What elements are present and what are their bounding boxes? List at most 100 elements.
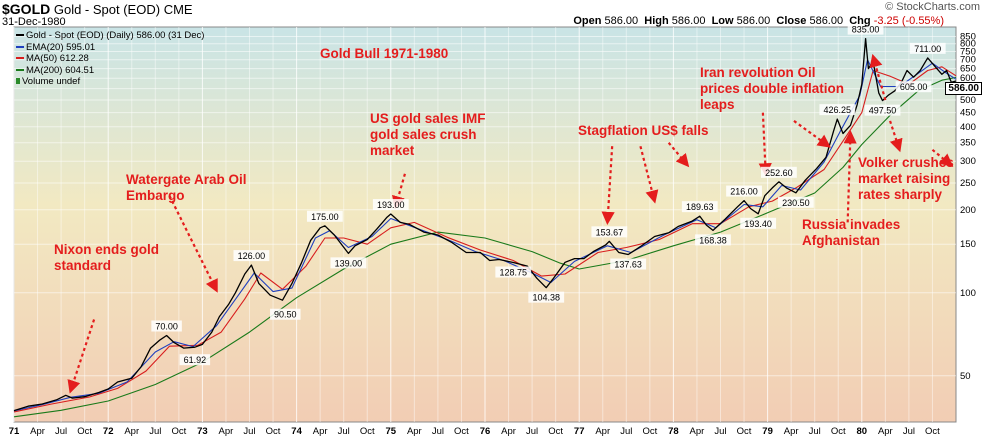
x-tick-label: Apr [407,426,422,437]
x-axis: 71 Apr Jul Oct 72 Apr Jul Oct 73 Apr Jul Oct 74 Apr Ju… [9,426,940,437]
annotation-arrow [931,148,954,167]
y-tick-label: 150 [960,239,976,250]
y-tick-label: 100 [960,288,976,299]
data-label: 137.63 [614,260,642,270]
x-tick-label: Apr [30,426,45,437]
chart-title: $GOLD Gold - Spot (EOD) CME [2,1,193,17]
data-label: 835.00 [852,25,880,35]
x-tick-label: 73 [197,426,208,437]
data-label: 193.00 [377,200,405,210]
data-label-bg [495,266,532,278]
annotation-arrow [667,142,690,168]
x-tick-label: Apr [878,426,893,437]
data-label-bg [847,23,884,35]
data-label: 90.50 [274,310,297,320]
data-label: 128.75 [499,268,527,278]
y-tick-label: 400 [960,122,976,133]
y-tick-label: 350 [960,138,976,149]
annotation-nixon: Nixon ends gold standard [54,242,160,273]
annotation-watergate: Watergate Arab Oil Embargo [126,172,247,203]
data-label: 605.00 [900,82,928,92]
annotation-arrow [889,120,903,153]
x-tick-label: Oct [831,426,846,437]
exchange: CME [163,2,193,17]
data-label: 711.00 [914,44,941,54]
data-label: 252.60 [765,168,793,178]
x-tick-label: 74 [291,426,302,437]
x-tick-label: Jul [714,426,726,437]
x-tick-label: Oct [925,426,940,437]
x-tick-label: Jul [243,426,255,437]
legend-item-price: Gold - Spot (EOD) (Daily) 586.00 (31 Dec… [16,30,204,42]
y-tick-label: 700 [960,55,976,66]
data-label-bg [306,210,343,222]
annotation-arrow [601,146,615,226]
x-tick-label: Jul [526,426,538,437]
data-label: 175.00 [311,212,339,222]
x-tick-label: Jul [338,426,350,437]
x-tick-label: Oct [642,426,657,437]
data-label-bg [819,104,856,116]
y-tick-label: 600 [960,73,976,84]
x-tick-label: Jul [55,426,67,437]
data-label-bg [681,201,718,213]
y-tick-label: 850 [960,31,976,42]
data-label: 168.38 [699,235,727,245]
annotation-arrow [869,53,887,101]
y-tick-label: 450 [960,108,976,119]
annotation-arrow [67,319,96,394]
x-tick-label: Jul [620,426,632,437]
ohlc-readout: Open 586.00 High 586.00 Low 586.00 Close… [573,15,944,27]
symbol: $GOLD [2,1,51,17]
data-label-bg [761,166,797,178]
data-label-bg [330,257,367,269]
data-label: 230.50 [782,198,810,208]
y-tick-label: 300 [960,156,976,167]
source-credit: © StockCharts.com [885,1,980,13]
legend-item-volume: Volume undef [16,76,204,88]
data-label-bg [909,42,946,54]
x-tick-label: 80 [857,426,868,437]
legend-item-ma50: MA(50) 612.28 [16,53,204,65]
annotation-gold-bull: Gold Bull 1971-1980 [320,46,449,61]
data-labels: 70.00 61.92 126.00 90.50 175.00 139.00 193.00 1… [151,23,946,366]
x-tick-label: 78 [668,426,679,437]
data-label-bg [151,320,182,332]
data-label-bg [777,196,814,208]
x-tick-label: 79 [762,426,773,437]
data-label: 126.00 [238,251,266,261]
data-label: 497.50 [869,106,897,116]
y-tick-label: 500 [960,95,976,106]
data-label: 104.38 [532,293,560,303]
x-tick-label: Jul [809,426,821,437]
data-label: 216.00 [730,187,758,197]
data-label: 189.63 [686,202,714,212]
y-tick-label: 800 [960,39,976,50]
data-label-bg [591,226,628,238]
annotation-arrows [67,53,954,394]
data-label-bg [528,291,565,303]
y-tick-label: 750 [960,46,976,57]
x-tick-label: Oct [77,426,92,437]
y-tick-label: 650 [960,64,976,75]
data-label: 139.00 [335,258,363,268]
data-label-bg [695,234,731,246]
x-tick-label: 75 [386,426,397,437]
x-tick-label: Apr [313,426,328,437]
x-tick-label: Oct [360,426,375,437]
x-tick-label: Apr [124,426,139,437]
data-label-bg [895,81,932,93]
x-tick-label: Oct [454,426,469,437]
x-tick-label: Oct [737,426,752,437]
annotation-russia: Russia invades Afghanistan [802,217,901,248]
data-label: 193.40 [744,219,772,229]
annotation-iran: Iran revolution Oil prices double inflat… [700,65,845,112]
x-tick-label: Oct [171,426,186,437]
data-label-bg [372,199,409,211]
y-tick-label: 250 [960,178,976,189]
data-label: 153.67 [596,227,624,237]
data-label-bg [740,217,777,229]
data-label-bg [270,308,301,320]
data-label: 426.25 [824,105,852,115]
x-tick-label: 71 [9,426,20,437]
